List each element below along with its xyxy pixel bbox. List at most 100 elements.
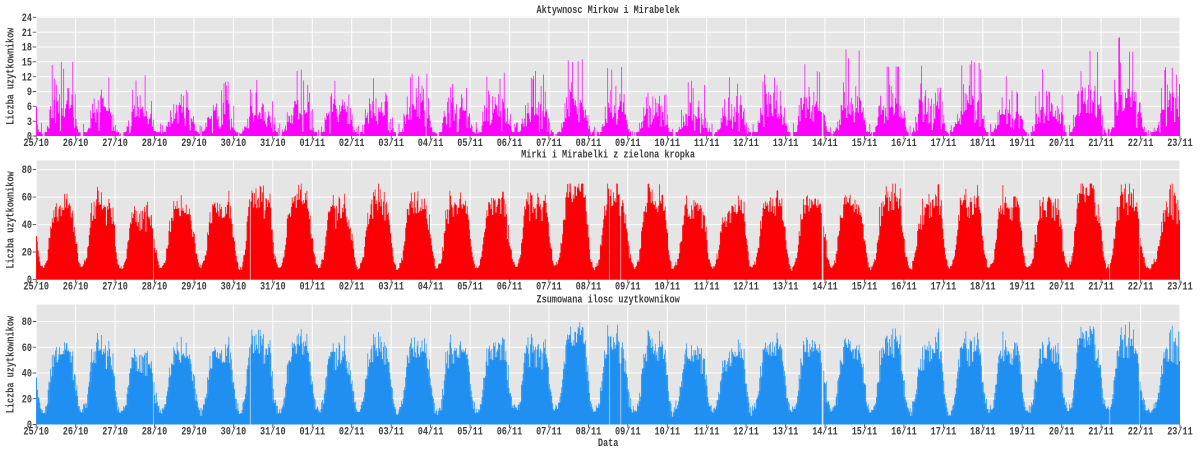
svg-text:06/11: 06/11 — [497, 282, 523, 294]
svg-text:22/11: 22/11 — [1128, 426, 1154, 438]
svg-text:19/11: 19/11 — [1009, 282, 1035, 294]
svg-text:15: 15 — [22, 57, 32, 69]
svg-text:01/11: 01/11 — [300, 426, 326, 438]
svg-text:02/11: 02/11 — [339, 426, 365, 438]
svg-text:08/11: 08/11 — [576, 138, 602, 150]
svg-text:21/11: 21/11 — [1088, 426, 1114, 438]
svg-text:25/10: 25/10 — [23, 138, 49, 150]
svg-text:23/11: 23/11 — [1167, 426, 1193, 438]
svg-text:20/11: 20/11 — [1049, 138, 1075, 150]
svg-text:18/11: 18/11 — [970, 426, 996, 438]
svg-text:Data: Data — [598, 438, 619, 450]
svg-text:19/11: 19/11 — [1009, 138, 1035, 150]
svg-text:Liczba uzytkownikow: Liczba uzytkownikow — [6, 171, 18, 268]
svg-text:23/11: 23/11 — [1167, 282, 1193, 294]
svg-text:11/11: 11/11 — [694, 138, 720, 150]
svg-text:10/11: 10/11 — [655, 426, 681, 438]
svg-text:3: 3 — [27, 117, 32, 129]
svg-text:20: 20 — [22, 248, 32, 260]
svg-text:03/11: 03/11 — [378, 426, 404, 438]
svg-text:80: 80 — [22, 165, 32, 177]
svg-text:12/11: 12/11 — [733, 426, 759, 438]
svg-text:18: 18 — [22, 43, 32, 55]
svg-text:03/11: 03/11 — [378, 138, 404, 150]
svg-text:20/11: 20/11 — [1049, 426, 1075, 438]
svg-text:18/11: 18/11 — [970, 282, 996, 294]
svg-text:04/11: 04/11 — [418, 282, 444, 294]
svg-text:13/11: 13/11 — [773, 282, 799, 294]
svg-text:01/11: 01/11 — [300, 282, 326, 294]
svg-text:40: 40 — [22, 369, 32, 381]
svg-text:27/10: 27/10 — [102, 426, 128, 438]
svg-text:01/11: 01/11 — [300, 138, 326, 150]
svg-text:08/11: 08/11 — [576, 282, 602, 294]
svg-text:05/11: 05/11 — [457, 282, 483, 294]
svg-text:14/11: 14/11 — [812, 138, 838, 150]
svg-text:11/11: 11/11 — [694, 426, 720, 438]
svg-text:26/10: 26/10 — [63, 138, 89, 150]
svg-text:6: 6 — [27, 102, 32, 114]
svg-text:20: 20 — [22, 394, 32, 406]
svg-text:28/10: 28/10 — [142, 426, 168, 438]
svg-text:24: 24 — [22, 13, 32, 25]
svg-text:26/10: 26/10 — [63, 282, 89, 294]
svg-text:17/11: 17/11 — [931, 138, 957, 150]
svg-text:0: 0 — [27, 132, 32, 144]
svg-text:Mirki i Mirabelki z zielona kr: Mirki i Mirabelki z zielona kropka — [521, 150, 695, 162]
svg-text:28/10: 28/10 — [142, 282, 168, 294]
svg-text:07/11: 07/11 — [536, 138, 562, 150]
svg-text:16/11: 16/11 — [891, 426, 917, 438]
svg-text:05/11: 05/11 — [457, 138, 483, 150]
svg-text:15/11: 15/11 — [852, 426, 878, 438]
svg-text:16/11: 16/11 — [891, 138, 917, 150]
svg-text:21/11: 21/11 — [1088, 138, 1114, 150]
svg-text:Zsumowana ilosc uzytkownikow: Zsumowana ilosc uzytkownikow — [537, 295, 680, 307]
svg-text:Aktywnosc Mirkow i Mirabelek: Aktywnosc Mirkow i Mirabelek — [537, 5, 680, 17]
svg-text:20/11: 20/11 — [1049, 282, 1075, 294]
svg-text:31/10: 31/10 — [260, 138, 286, 150]
svg-text:06/11: 06/11 — [497, 426, 523, 438]
svg-text:13/11: 13/11 — [773, 426, 799, 438]
svg-text:17/11: 17/11 — [931, 426, 957, 438]
svg-text:31/10: 31/10 — [260, 282, 286, 294]
svg-text:22/11: 22/11 — [1128, 138, 1154, 150]
svg-text:02/11: 02/11 — [339, 138, 365, 150]
svg-text:27/10: 27/10 — [102, 138, 128, 150]
svg-text:Liczba uzytkownikow: Liczba uzytkownikow — [6, 316, 18, 413]
svg-text:16/11: 16/11 — [891, 282, 917, 294]
svg-text:60: 60 — [22, 343, 32, 355]
svg-text:Liczba uzytkownikow: Liczba uzytkownikow — [6, 27, 18, 124]
svg-text:17/11: 17/11 — [931, 282, 957, 294]
svg-text:21/11: 21/11 — [1088, 282, 1114, 294]
svg-text:29/10: 29/10 — [181, 138, 207, 150]
svg-text:05/11: 05/11 — [457, 426, 483, 438]
svg-text:22/11: 22/11 — [1128, 282, 1154, 294]
svg-text:07/11: 07/11 — [536, 282, 562, 294]
svg-text:25/10: 25/10 — [23, 282, 49, 294]
svg-text:23/11: 23/11 — [1167, 138, 1193, 150]
svg-text:07/11: 07/11 — [536, 426, 562, 438]
svg-text:40: 40 — [22, 220, 32, 232]
svg-text:0: 0 — [27, 420, 32, 432]
svg-text:9: 9 — [27, 87, 32, 99]
svg-text:12: 12 — [22, 72, 32, 84]
svg-text:14/11: 14/11 — [812, 426, 838, 438]
svg-text:10/11: 10/11 — [655, 138, 681, 150]
svg-text:12/11: 12/11 — [733, 138, 759, 150]
svg-text:08/11: 08/11 — [576, 426, 602, 438]
svg-text:10/11: 10/11 — [655, 282, 681, 294]
svg-text:29/10: 29/10 — [181, 426, 207, 438]
svg-text:60: 60 — [22, 193, 32, 205]
svg-text:29/10: 29/10 — [181, 282, 207, 294]
svg-text:0: 0 — [27, 275, 32, 287]
svg-text:13/11: 13/11 — [773, 138, 799, 150]
svg-text:11/11: 11/11 — [694, 282, 720, 294]
svg-text:26/10: 26/10 — [63, 426, 89, 438]
svg-text:14/11: 14/11 — [812, 282, 838, 294]
svg-text:06/11: 06/11 — [497, 138, 523, 150]
svg-text:27/10: 27/10 — [102, 282, 128, 294]
svg-text:15/11: 15/11 — [852, 138, 878, 150]
svg-text:04/11: 04/11 — [418, 138, 444, 150]
svg-text:30/10: 30/10 — [221, 426, 247, 438]
svg-text:03/11: 03/11 — [378, 282, 404, 294]
